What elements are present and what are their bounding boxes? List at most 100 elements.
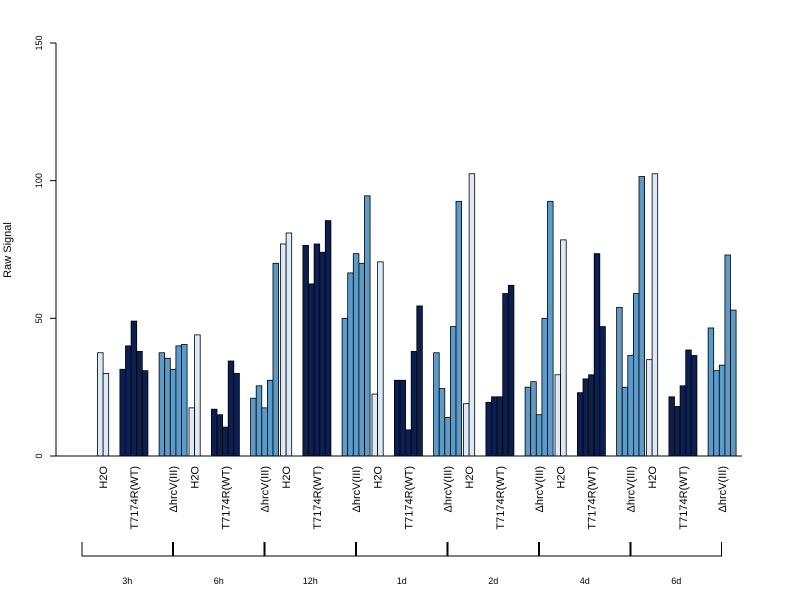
bar-3h-H2O-1 [97, 352, 104, 457]
bar-6d-H2O-2 [651, 173, 659, 457]
bar-6h-hrcVIII-3 [261, 407, 268, 457]
x-tick-label: ΔhrcV(III) [168, 466, 180, 512]
x-tick-label: H2O [373, 466, 385, 489]
x-tick-label: ΔhrcV(III) [626, 466, 638, 512]
bar-6h-T7174RWT-3 [222, 426, 229, 457]
x-tick-label: T7174R(WT) [312, 466, 324, 530]
x-tick-label: ΔhrcV(III) [260, 466, 272, 512]
x-tick-label: T7174R(WT) [678, 466, 690, 530]
bar-3h-H2O-2 [102, 372, 110, 457]
bar-12h-hrcVIII-1 [341, 317, 349, 457]
bar-2d-hrcVIII-5 [547, 200, 554, 457]
bar-2d-H2O-2 [468, 173, 476, 457]
bar-4d-hrcVIII-3 [627, 355, 634, 457]
bar-6h-H2O-1 [188, 407, 195, 457]
bar-1d-T7174RWT-1 [393, 379, 401, 457]
bar-1d-H2O-2 [377, 261, 384, 457]
bar-4d-T7174RWT-2 [582, 378, 589, 457]
bar-6d-H2O-1 [646, 359, 653, 457]
group-label: 12h [303, 576, 318, 586]
bar-12h-T7174RWT-4 [319, 251, 326, 457]
y-axis-label: Raw Signal [2, 222, 14, 278]
bar-6h-hrcVIII-2 [255, 385, 263, 457]
x-tick-label: T7174R(WT) [129, 466, 141, 530]
group-bracket [356, 542, 448, 557]
bar-6d-T7174RWT-4 [685, 349, 692, 457]
bar-6d-hrcVIII-3 [718, 364, 726, 457]
bar-1d-T7174RWT-2 [399, 379, 406, 457]
x-tick-label: ΔhrcV(III) [534, 466, 546, 512]
bar-12h-hrcVIII-3 [352, 253, 360, 457]
bar-3h-hrcVIII-3 [169, 368, 177, 457]
bar-6d-T7174RWT-2 [674, 406, 681, 457]
group-bracket [173, 542, 265, 557]
bars [97, 173, 737, 457]
group-label: 6d [671, 576, 681, 586]
bar-4d-hrcVIII-4 [633, 293, 640, 457]
bar-1d-T7174RWT-4 [410, 350, 418, 457]
bar-6d-hrcVIII-4 [724, 254, 731, 457]
bar-2d-hrcVIII-3 [535, 414, 543, 457]
y-tick-label: 0 [34, 453, 44, 458]
bar-6h-T7174RWT-1 [210, 408, 218, 457]
y-tick-label: 50 [34, 313, 44, 323]
bar-1d-hrcVIII-2 [438, 388, 446, 457]
group-bracket [539, 542, 631, 557]
bar-2d-hrcVIII-1 [524, 386, 532, 457]
bar-12h-hrcVIII-5 [364, 195, 371, 457]
bar-1d-T7174RWT-5 [416, 305, 423, 457]
bar-6h-T7174RWT-4 [227, 360, 235, 457]
bar-3h-hrcVIII-4 [175, 345, 182, 457]
bar-3h-T7174RWT-2 [125, 345, 132, 457]
bar-3h-T7174RWT-4 [136, 350, 143, 457]
bar-2d-hrcVIII-4 [541, 317, 548, 457]
bar-3h-T7174RWT-3 [130, 320, 138, 457]
y-axis: 0 50 100 150 [34, 35, 57, 459]
x-tick-label: ΔhrcV(III) [351, 466, 363, 512]
bar-6h-hrcVIII-5 [272, 262, 279, 457]
bar-3h-T7174RWT-1 [119, 368, 126, 457]
bar-1d-H2O-1 [371, 393, 378, 457]
bar-2d-T7174RWT-4 [502, 293, 509, 457]
x-axis: H2O T7174R(WT) ΔhrcV(III) H2O T7174R(WT) Δhrc… [52, 455, 742, 530]
bar-12h-T7174RWT-5 [324, 220, 332, 457]
bar-3h-T7174RWT-5 [141, 370, 149, 457]
bar-4d-H2O-2 [560, 239, 567, 457]
bar-2d-T7174RWT-5 [507, 284, 515, 457]
y-tick-label: 100 [34, 173, 44, 188]
group-bracket [630, 542, 722, 557]
x-tick-label: H2O [556, 466, 568, 489]
bar-2d-T7174RWT-1 [485, 401, 492, 457]
group-label: 1d [397, 576, 407, 586]
bar-4d-T7174RWT-1 [577, 392, 584, 457]
bar-12h-T7174RWT-1 [302, 244, 309, 457]
bar-4d-H2O-1 [554, 374, 561, 457]
bar-1d-hrcVIII-4 [449, 326, 457, 457]
bar-6h-hrcVIII-4 [266, 379, 274, 457]
bar-6d-T7174RWT-1 [668, 396, 675, 457]
bar-6d-hrcVIII-1 [707, 327, 715, 457]
group-label: 4d [580, 576, 590, 586]
bar-6d-T7174RWT-3 [679, 385, 687, 457]
bar-12h-T7174RWT-2 [308, 283, 315, 457]
bar-2d-T7174RWT-3 [496, 396, 504, 457]
x-tick-label: H2O [190, 466, 202, 489]
bar-2d-H2O-1 [463, 403, 470, 457]
bar-1d-hrcVIII-5 [455, 200, 462, 457]
bar-6d-T7174RWT-5 [690, 355, 698, 457]
x-tick-label: ΔhrcV(III) [443, 466, 455, 512]
bar-6h-H2O-2 [194, 334, 201, 457]
x-tick-label: ΔhrcV(III) [717, 466, 729, 512]
x-tick-label: H2O [647, 466, 659, 489]
bar-4d-hrcVIII-5 [638, 176, 645, 457]
bar-12h-T7174RWT-3 [313, 243, 321, 457]
bar-2d-hrcVIII-2 [530, 381, 537, 457]
bar-12h-hrcVIII-2 [347, 272, 354, 457]
bar-6d-hrcVIII-5 [730, 309, 737, 457]
bar-12h-H2O-1 [280, 243, 287, 457]
bar-4d-hrcVIII-1 [616, 306, 623, 457]
group-label: 3h [122, 576, 132, 586]
x-tick-label: H2O [98, 466, 110, 489]
bar-6h-T7174RWT-5 [233, 372, 240, 457]
x-tick-label: H2O [464, 466, 476, 489]
